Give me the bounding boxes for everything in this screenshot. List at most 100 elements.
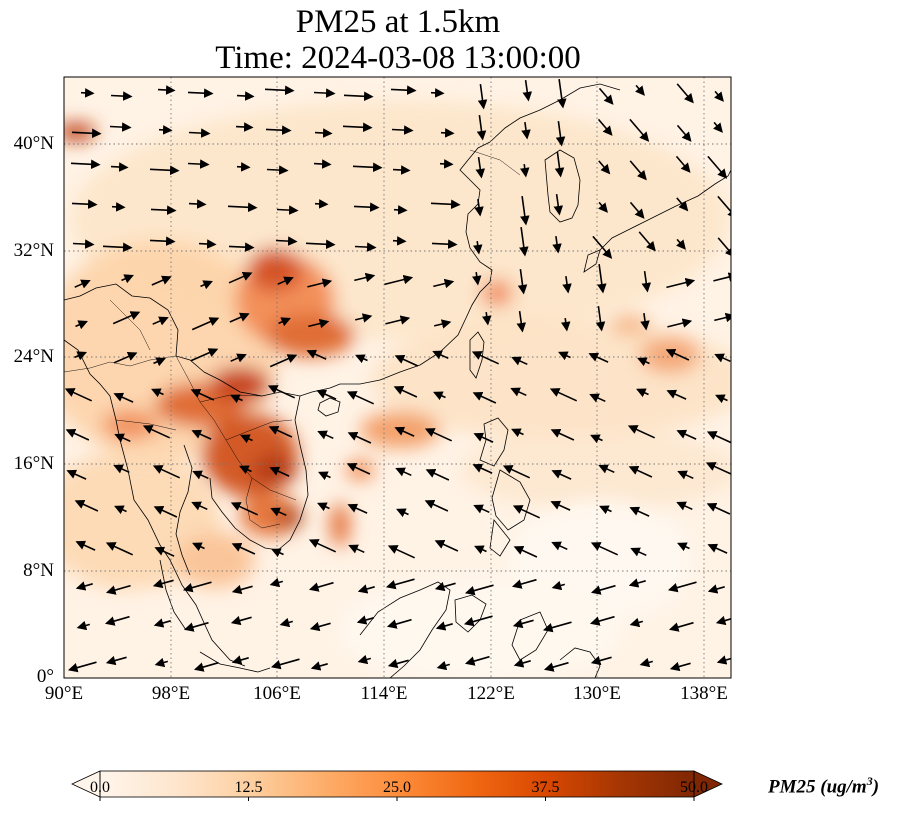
wind-arrow: [387, 545, 416, 559]
wind-arrow: [270, 658, 300, 670]
wind-arrow: [590, 655, 612, 666]
wind-arrow: [433, 278, 455, 289]
wind-arrow: [386, 618, 412, 629]
wind-arrow: [640, 312, 650, 331]
lon-tick-114e: 114°E: [360, 683, 408, 704]
wind-arrow: [396, 508, 409, 518]
wind-arrow: [355, 354, 368, 364]
wind-arrow: [551, 580, 566, 591]
wind-arrow: [114, 433, 131, 443]
wind-arrow: [392, 236, 407, 246]
wind-arrow: [385, 578, 415, 590]
wind-arrow: [105, 542, 134, 556]
wind-arrow: [111, 202, 126, 212]
wind-arrow: [425, 468, 450, 481]
wind-arrow: [666, 389, 687, 400]
colorbar-tick-12-5: 12.5: [234, 779, 263, 796]
wind-arrow: [191, 501, 208, 511]
wind-arrow: [715, 394, 728, 404]
wind-arrow: [636, 388, 649, 398]
wind-arrow: [512, 618, 534, 629]
wind-arrow: [317, 502, 330, 512]
wind-arrow: [512, 505, 541, 519]
wind-arrow: [558, 351, 571, 361]
wind-arrow: [192, 542, 205, 552]
wind-arrow: [230, 353, 247, 363]
wind-arrow: [308, 318, 330, 329]
wind-arrow: [231, 655, 249, 665]
wind-arrow: [638, 231, 656, 252]
wind-arrow: [511, 578, 537, 589]
wind-arrow: [393, 385, 418, 398]
wind-arrow: [667, 581, 697, 593]
wind-arrow: [472, 240, 483, 255]
wind-arrow: [227, 202, 258, 213]
wind-arrow: [149, 236, 176, 246]
wind-arrow: [71, 199, 98, 209]
wind-arrow: [706, 431, 731, 444]
country-borders: [64, 149, 521, 529]
wind-arrow: [235, 122, 254, 132]
wind-arrow: [384, 274, 414, 286]
wind-arrow: [265, 125, 292, 135]
wind-arrow: [151, 275, 172, 286]
wind-arrow: [715, 615, 731, 626]
wind-arrow: [347, 431, 372, 444]
wind-arrow: [142, 425, 171, 439]
wind-arrow: [236, 91, 255, 101]
wind-arrow: [677, 542, 690, 552]
wind-arrow: [589, 615, 615, 626]
wind-arrow: [665, 348, 690, 361]
wind-arrow: [109, 122, 132, 132]
wind-arrow: [275, 236, 298, 246]
wind-arrow: [305, 239, 336, 250]
wind-arrow: [269, 577, 284, 588]
wind-arrow: [481, 311, 492, 326]
wind-arrow: [110, 91, 133, 101]
wind-arrow: [307, 278, 333, 288]
wind-arrow: [549, 388, 578, 402]
wind-arrow: [595, 305, 606, 332]
wind-arrow: [502, 465, 531, 479]
wind-arrow: [431, 239, 458, 249]
wind-arrow: [276, 205, 299, 215]
wind-arrow: [277, 276, 294, 286]
wind-arrow: [346, 391, 375, 405]
wind-arrow: [628, 578, 646, 588]
wind-arrow: [153, 505, 178, 518]
wind-arrow: [553, 193, 564, 216]
wind-arrow: [112, 311, 141, 325]
wind-arrow: [434, 581, 456, 592]
wind-arrow: [228, 272, 253, 284]
lat-tick-16n: 16°N: [13, 453, 54, 474]
wind-vectors: [64, 78, 731, 673]
lat-tick-40n: 40°N: [13, 133, 54, 154]
wind-arrow: [357, 654, 372, 665]
wind-arrow: [717, 195, 731, 219]
wind-arrow: [74, 351, 87, 361]
wind-arrow: [629, 201, 645, 219]
wind-arrow: [105, 584, 131, 595]
wind-arrow: [590, 584, 616, 595]
wind-arrow: [154, 546, 175, 557]
wind-arrow: [200, 280, 213, 290]
wind-arrow: [187, 159, 210, 169]
wind-arrow: [154, 657, 169, 668]
wind-arrow: [236, 162, 251, 172]
wind-arrow: [191, 317, 220, 331]
map-time: Time: 2024-03-08 13:00:00: [215, 40, 581, 76]
wind-arrow: [150, 205, 177, 215]
wind-arrow: [75, 581, 93, 591]
wind-arrow: [713, 121, 723, 133]
wind-arrow: [551, 469, 572, 480]
wind-arrow: [717, 237, 731, 258]
wind-arrow: [392, 165, 411, 175]
wind-arrow: [318, 471, 331, 481]
wind-arrow: [522, 79, 533, 102]
wind-arrow: [390, 85, 417, 95]
colorbar-gradient: [100, 771, 694, 797]
wind-arrow: [267, 385, 296, 399]
wind-arrow: [599, 505, 612, 515]
wind-arrow: [472, 391, 497, 404]
